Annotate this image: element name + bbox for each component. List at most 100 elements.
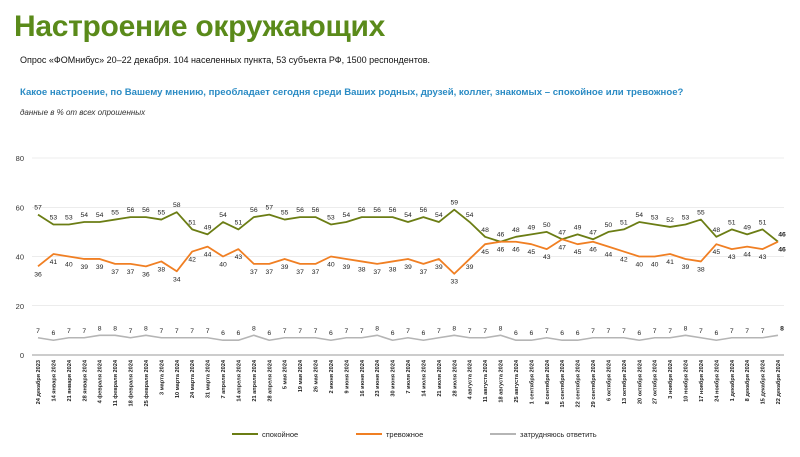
- x-tick-label: 23 июня 2024: [375, 359, 381, 397]
- data-label-unsure: 7: [298, 328, 302, 335]
- x-tick-label: 28 апреля 2024: [267, 359, 273, 401]
- series-line-unsure: [37, 334, 779, 342]
- data-label-anxious: 41: [666, 259, 674, 266]
- data-label-unsure: 8: [113, 325, 117, 332]
- data-label-calm: 54: [96, 212, 104, 219]
- data-label-anxious: 37: [111, 269, 119, 276]
- data-label-calm: 48: [481, 227, 489, 234]
- data-label-calm: 49: [743, 224, 751, 231]
- data-label-anxious: 37: [420, 269, 428, 276]
- data-label-calm: 49: [528, 224, 536, 231]
- data-label-unsure: 7: [699, 328, 703, 335]
- data-label-unsure: 7: [761, 328, 765, 335]
- data-label-calm: 55: [697, 210, 705, 217]
- data-label-calm: 55: [111, 210, 119, 217]
- x-tick-label: 2 июня 2024: [329, 359, 335, 393]
- data-label-calm: 56: [296, 207, 304, 214]
- data-label-calm: 59: [450, 200, 458, 207]
- data-label-calm: 57: [265, 205, 273, 212]
- data-label-anxious: 43: [543, 254, 551, 261]
- data-label-calm: 53: [65, 214, 73, 221]
- data-label-anxious: 36: [34, 271, 42, 278]
- data-label-calm: 56: [389, 207, 397, 214]
- data-label-calm: 46: [778, 232, 786, 239]
- data-label-unsure: 7: [175, 328, 179, 335]
- data-label-unsure: 6: [560, 330, 564, 337]
- data-label-calm: 54: [635, 212, 643, 219]
- data-label-anxious: 42: [188, 257, 196, 264]
- data-label-anxious: 37: [296, 269, 304, 276]
- data-label-anxious: 38: [389, 266, 397, 273]
- data-label-unsure: 6: [714, 330, 718, 337]
- data-label-unsure: 7: [360, 328, 364, 335]
- data-label-unsure: 6: [391, 330, 395, 337]
- data-label-unsure: 6: [237, 330, 241, 337]
- data-label-calm: 51: [728, 219, 736, 226]
- data-label-calm: 53: [50, 214, 58, 221]
- data-label-unsure: 6: [329, 330, 333, 337]
- data-label-unsure: 7: [283, 328, 287, 335]
- data-label-anxious: 39: [435, 264, 443, 271]
- data-label-anxious: 38: [358, 266, 366, 273]
- data-label-calm: 58: [173, 202, 181, 209]
- x-tick-label: 26 мая 2024: [314, 359, 320, 392]
- data-label-anxious: 41: [50, 259, 58, 266]
- data-label-anxious: 45: [481, 249, 489, 256]
- data-label-anxious: 37: [265, 269, 273, 276]
- y-tick-label: 0: [20, 351, 24, 360]
- data-label-unsure: 7: [591, 328, 595, 335]
- data-label-anxious: 39: [96, 264, 104, 271]
- data-label-anxious: 43: [235, 254, 243, 261]
- data-label-unsure: 7: [67, 328, 71, 335]
- x-tick-label: 11 февраля 2024: [112, 359, 119, 406]
- data-label-calm: 57: [34, 205, 42, 212]
- data-label-anxious: 39: [404, 264, 412, 271]
- data-label-anxious: 44: [605, 252, 613, 259]
- legend-label-calm: спокойное: [262, 430, 298, 439]
- data-label-anxious: 46: [497, 247, 505, 254]
- data-label-unsure: 6: [52, 330, 56, 337]
- data-label-anxious: 40: [635, 262, 643, 269]
- data-label-unsure: 6: [529, 330, 533, 337]
- y-tick-label: 80: [16, 154, 24, 163]
- data-label-calm: 51: [759, 219, 767, 226]
- x-tick-label: 17 ноября 2024: [698, 359, 705, 402]
- data-label-unsure: 8: [252, 325, 256, 332]
- data-label-anxious: 37: [373, 269, 381, 276]
- data-label-anxious: 36: [142, 271, 150, 278]
- x-tick-label: 24 декабря 2023: [35, 360, 42, 404]
- data-label-calm: 53: [651, 214, 659, 221]
- data-label-unsure: 7: [129, 328, 133, 335]
- x-tick-label: 30 июня 2024: [391, 359, 397, 397]
- data-label-unsure: 7: [406, 328, 410, 335]
- legend-label-unsure: затрудняюсь ответить: [520, 430, 597, 439]
- data-label-unsure: 7: [483, 328, 487, 335]
- x-tick-label: 10 ноября 2024: [683, 359, 690, 402]
- data-label-unsure: 6: [267, 330, 271, 337]
- data-label-unsure: 8: [499, 325, 503, 332]
- data-label-unsure: 6: [576, 330, 580, 337]
- x-tick-label: 25 августа 2024: [514, 359, 520, 402]
- data-label-unsure: 8: [684, 325, 688, 332]
- data-label-unsure: 7: [159, 328, 163, 335]
- units-note: данные в % от всех опрошенных: [20, 108, 146, 117]
- data-label-anxious: 38: [697, 266, 705, 273]
- data-label-anxious: 45: [574, 249, 582, 256]
- data-label-unsure: 6: [221, 330, 225, 337]
- data-label-calm: 49: [204, 224, 212, 231]
- data-label-unsure: 7: [206, 328, 210, 335]
- survey-question: Какое настроение, по Вашему мнению, прео…: [20, 87, 684, 98]
- x-tick-label: 1 декабря 2024: [729, 359, 736, 401]
- data-label-anxious: 40: [651, 262, 659, 269]
- data-label-calm: 50: [605, 222, 613, 229]
- data-label-anxious: 40: [327, 262, 335, 269]
- data-label-anxious: 33: [450, 279, 458, 286]
- data-label-anxious: 47: [558, 244, 566, 251]
- data-label-calm: 51: [620, 219, 628, 226]
- x-tick-label: 13 октября 2024: [621, 359, 628, 404]
- x-tick-label: 20 октября 2024: [636, 359, 643, 404]
- data-label-anxious: 39: [466, 264, 474, 271]
- x-tick-label: 9 июня 2024: [344, 359, 350, 393]
- data-label-anxious: 37: [127, 269, 135, 276]
